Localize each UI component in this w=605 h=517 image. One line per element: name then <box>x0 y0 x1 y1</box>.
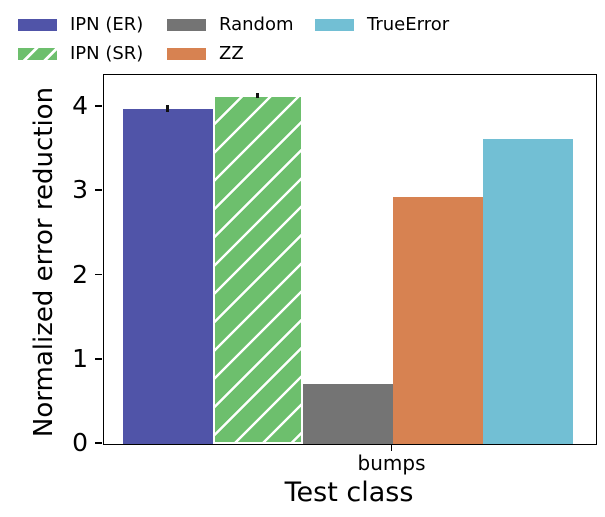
legend-swatch-ipn-sr <box>18 48 57 60</box>
y-tick-mark-0 <box>95 442 102 444</box>
legend-entry-random: Random <box>167 14 294 36</box>
bar-ipn-er <box>122 108 213 444</box>
y-tick-mark-2 <box>95 273 102 276</box>
legend-label-trueerror: TrueError <box>367 14 450 35</box>
plot-area <box>103 74 597 445</box>
y-tick-label-1: 1 <box>72 343 88 373</box>
legend-label-zz: ZZ <box>219 43 244 64</box>
y-tick-label-0: 0 <box>72 428 88 457</box>
x-tick-mark <box>390 444 393 451</box>
legend-swatch-ipn-er <box>18 19 57 31</box>
legend-label-random: Random <box>219 14 294 35</box>
x-axis-label: Test class <box>284 477 414 508</box>
bar-zz <box>392 197 483 444</box>
legend-entry-trueerror: TrueError <box>315 14 449 36</box>
legend-entry-ipn-er: IPN (ER) <box>18 14 143 36</box>
y-tick-label-3: 3 <box>72 175 88 205</box>
legend-entry-zz: ZZ <box>167 43 244 65</box>
legend: IPN (ER) IPN (SR) Random ZZ TrueError <box>0 0 605 70</box>
y-tick-label-2: 2 <box>72 259 88 289</box>
legend-swatch-random <box>167 19 206 31</box>
error-bar-ipn-sr <box>256 92 259 98</box>
y-tick-mark-3 <box>95 189 102 192</box>
x-tick-label-bumps: bumps <box>357 451 426 475</box>
bar-trueerror <box>482 139 573 444</box>
legend-swatch-zz <box>167 48 206 60</box>
y-tick-mark-4 <box>95 105 102 107</box>
y-tick-mark-1 <box>95 357 102 360</box>
bar-random <box>302 384 393 444</box>
error-bar-ipn-er <box>166 105 169 113</box>
legend-entry-ipn-sr: IPN (SR) <box>18 43 143 65</box>
legend-swatch-trueerror <box>315 19 354 31</box>
legend-label-ipn-sr: IPN (SR) <box>70 43 144 64</box>
bar-ipn-sr <box>212 95 303 444</box>
legend-label-ipn-er: IPN (ER) <box>70 14 144 35</box>
y-tick-label-4: 4 <box>72 91 88 120</box>
